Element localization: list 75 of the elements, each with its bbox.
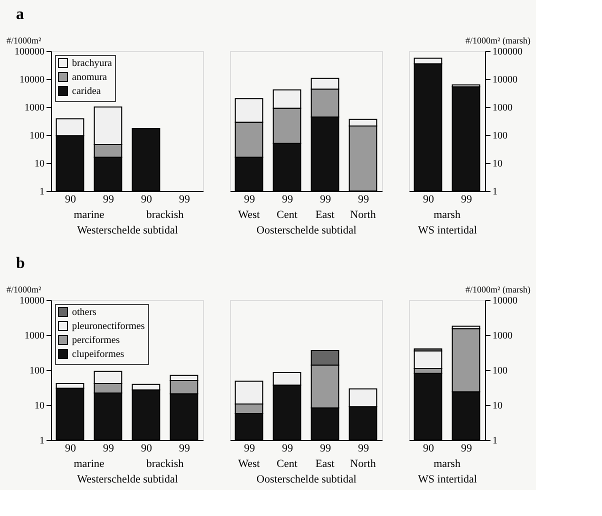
x-tick-label: 90: [65, 442, 76, 454]
text: brackish: [146, 209, 184, 221]
text: North: [350, 458, 376, 470]
y-tick-label: 100: [30, 366, 44, 376]
y2-tick-label: 1: [492, 436, 498, 446]
y2-axis-title: #/1000m² (marsh): [466, 36, 530, 46]
y2-tick-label: 100: [492, 130, 508, 142]
x-axis-title: Oosterschelde subtidal: [256, 224, 356, 236]
legend-label: anomura: [72, 72, 108, 83]
y-tick-label: 10000: [20, 296, 44, 306]
x-tick-label: 99: [179, 442, 190, 454]
text: marine: [74, 209, 104, 221]
y2-tick-label: 10: [492, 400, 502, 412]
legend-label: perciformes: [72, 335, 120, 346]
legend-label: pleuronectiformes: [72, 321, 145, 332]
x-axis-title: Westerschelde subtidal: [77, 224, 178, 236]
y2-tick-label: 100: [492, 366, 508, 376]
chart-title: b: [16, 255, 25, 272]
text: marsh: [434, 458, 461, 470]
legend-label: caridea: [72, 86, 102, 97]
x-tick-label: 99: [320, 442, 332, 454]
x-tick-label: 99: [282, 442, 294, 454]
y2-tick-label: 100000: [492, 46, 522, 58]
y-tick-label: 10000: [20, 74, 44, 86]
text: marine: [74, 458, 104, 470]
x-tick-label: 99: [461, 194, 472, 206]
y2-axis-title: #/1000m² (marsh): [466, 284, 530, 294]
y-tick-label: 1000: [24, 330, 44, 342]
x-tick-label: 99: [244, 442, 256, 454]
y-tick-label: 100: [30, 130, 44, 142]
text: North: [350, 209, 376, 221]
x-axis-title: Oosterschelde subtidal: [256, 474, 356, 486]
x-tick-label: 99: [461, 442, 472, 454]
x-tick-label: 90: [141, 442, 152, 454]
x-axis-title: Westerschelde subtidal: [77, 474, 178, 486]
x-axis-title: WS intertidal: [418, 224, 477, 236]
x-tick-label: 99: [320, 194, 332, 206]
x-tick-label: 90: [423, 442, 434, 454]
y2-tick-label: 10000: [492, 74, 518, 86]
y2-tick-label: 10000: [492, 296, 518, 306]
y-axis-title: #/1000m²: [6, 36, 42, 46]
y-tick-label: 100000: [14, 46, 44, 58]
text: Cent: [276, 458, 298, 470]
y2-tick-label: 1000: [492, 330, 512, 342]
x-axis-title: WS intertidal: [418, 474, 477, 486]
y-tick-label: 10: [34, 400, 44, 412]
y-tick-label: 1: [40, 186, 44, 198]
x-tick-label: 90: [141, 194, 152, 206]
text: West: [238, 209, 260, 221]
x-tick-label: 99: [179, 194, 190, 206]
y2-tick-label: 1: [492, 186, 498, 198]
x-tick-label: 99: [282, 194, 294, 206]
x-tick-label: 99: [103, 194, 114, 206]
text: East: [316, 209, 334, 221]
legend-label: others: [72, 307, 97, 318]
y2-tick-label: 10: [492, 158, 502, 170]
text: Cent: [276, 209, 298, 221]
text: brackish: [146, 458, 184, 470]
legend-label: clupeiformes: [72, 349, 124, 360]
x-tick-label: 99: [358, 442, 370, 454]
text: East: [316, 458, 334, 470]
x-tick-label: 90: [423, 194, 434, 206]
x-tick-label: 99: [103, 442, 114, 454]
chart-title: a: [16, 6, 24, 23]
x-tick-label: 99: [244, 194, 256, 206]
y-tick-label: 10: [34, 158, 44, 170]
y-axis-title: #/1000m²: [6, 284, 42, 294]
text: West: [238, 458, 260, 470]
text: marsh: [434, 209, 461, 221]
y-tick-label: 1000: [24, 102, 44, 114]
x-tick-label: 99: [358, 194, 370, 206]
y-tick-label: 1: [40, 436, 44, 446]
x-tick-label: 90: [65, 194, 76, 206]
y2-tick-label: 1000: [492, 102, 512, 114]
legend-label: brachyura: [72, 58, 113, 69]
